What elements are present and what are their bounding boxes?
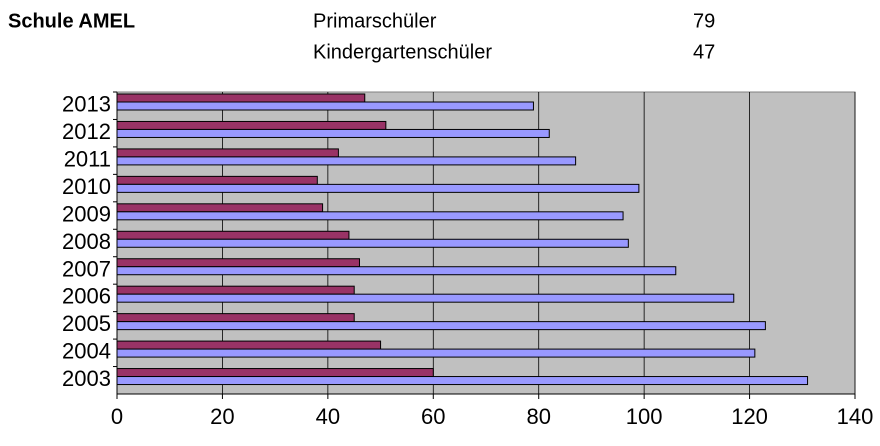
bar bbox=[116, 293, 735, 303]
bar bbox=[116, 313, 355, 323]
y-tick-label: 2007 bbox=[62, 256, 111, 281]
x-tick-label: 100 bbox=[626, 404, 663, 429]
bar bbox=[116, 321, 766, 331]
y-tick-label: 2012 bbox=[62, 119, 111, 144]
header-label: Kindergartenschüler bbox=[313, 41, 492, 63]
y-tick-label: 2005 bbox=[62, 311, 111, 336]
x-tick-label: 120 bbox=[731, 404, 768, 429]
bar bbox=[116, 93, 366, 103]
bar bbox=[116, 368, 434, 378]
bar bbox=[116, 101, 534, 111]
y-tick-label: 2010 bbox=[62, 174, 111, 199]
y-tick-label: 2003 bbox=[62, 366, 111, 391]
bar bbox=[116, 340, 382, 350]
y-tick-label: 2011 bbox=[64, 146, 111, 171]
header-label: Primarschüler bbox=[313, 10, 437, 32]
y-tick-label: 2009 bbox=[62, 201, 111, 226]
x-tick-label: 80 bbox=[526, 404, 550, 429]
header-value: 47 bbox=[693, 41, 715, 63]
bar bbox=[116, 230, 350, 240]
x-tick-label: 60 bbox=[421, 404, 445, 429]
x-tick-label: 40 bbox=[316, 404, 340, 429]
bar bbox=[116, 258, 360, 268]
x-tick-label: 0 bbox=[111, 404, 123, 429]
bar bbox=[116, 175, 318, 185]
bar bbox=[116, 148, 339, 158]
bar bbox=[116, 211, 624, 221]
bar bbox=[116, 376, 809, 386]
x-tick-label: 140 bbox=[837, 404, 874, 429]
y-tick-label: 2006 bbox=[62, 284, 111, 309]
y-tick-label: 2013 bbox=[62, 92, 111, 117]
y-tick-label: 2008 bbox=[62, 229, 111, 254]
bar bbox=[116, 203, 324, 213]
bar bbox=[116, 183, 640, 193]
header-value: 79 bbox=[693, 10, 715, 32]
bar bbox=[116, 120, 387, 130]
bar bbox=[116, 348, 756, 358]
bar bbox=[116, 128, 550, 138]
bar bbox=[116, 266, 677, 276]
x-tick-label: 20 bbox=[210, 404, 234, 429]
bar bbox=[116, 238, 629, 248]
bar bbox=[116, 156, 577, 166]
chart-title: Schule AMEL bbox=[8, 10, 135, 32]
y-tick-label: 2004 bbox=[62, 339, 111, 364]
bar bbox=[116, 285, 355, 295]
